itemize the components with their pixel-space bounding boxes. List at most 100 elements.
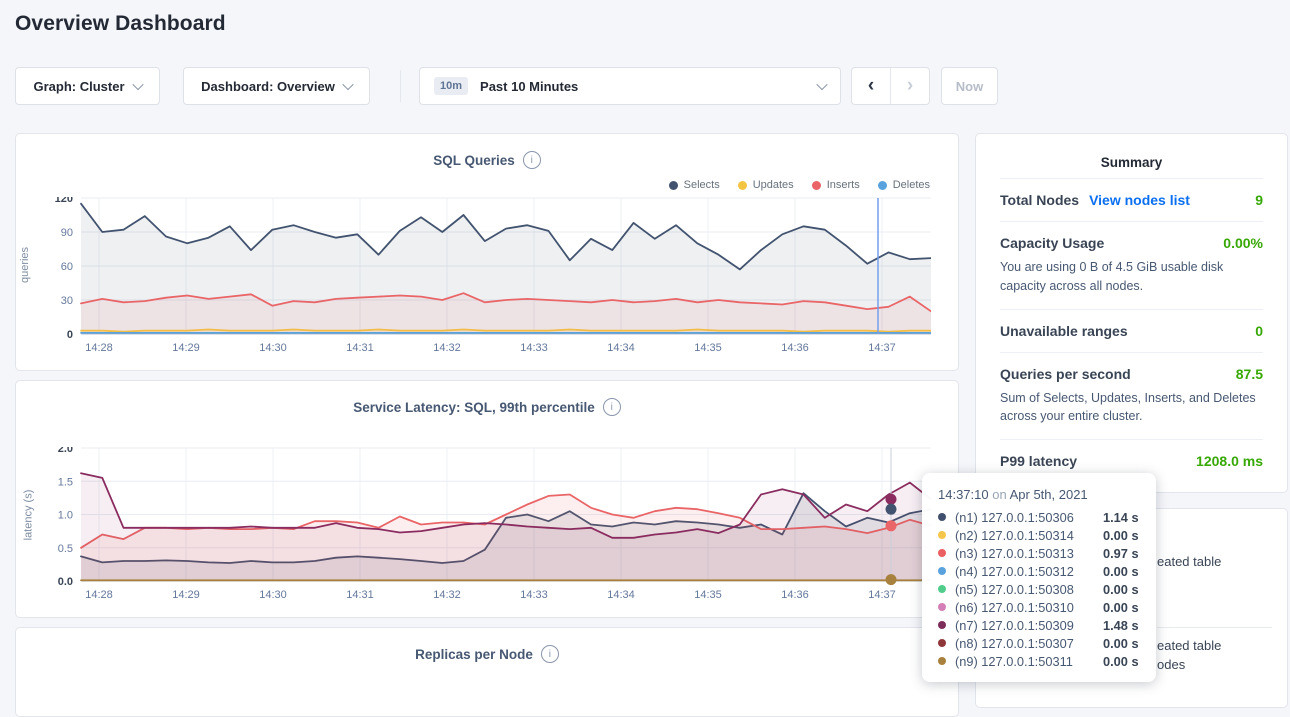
summary-panel: Summary Total Nodes View nodes list 9 Ca… [975, 133, 1288, 493]
now-button[interactable]: Now [941, 67, 998, 105]
node-color-dot [938, 621, 946, 629]
hover-dot [886, 520, 897, 531]
node-color-dot [938, 513, 946, 521]
hover-dot [886, 504, 897, 515]
legend-item-deletes[interactable]: Deletes [878, 179, 930, 191]
y-tick-label: 0 [67, 329, 73, 341]
sql-queries-card: SQL Queries i Selects Updates Inserts Delet… [15, 133, 959, 371]
tooltip-row: (n8) 127.0.0.1:503070.00 s [938, 634, 1140, 652]
legend-dot [669, 181, 678, 190]
chart-title: SQL Queries [433, 153, 515, 168]
y-tick-label: 90 [61, 227, 73, 239]
y-tick-label: 30 [61, 295, 73, 307]
info-icon[interactable]: i [523, 151, 541, 169]
x-tick-label: 14:32 [433, 589, 461, 601]
node-latency-value: 0.00 s [1103, 528, 1139, 543]
tooltip-row: (n7) 127.0.0.1:503091.48 s [938, 616, 1140, 634]
legend-dot [878, 181, 887, 190]
x-tick-label: 14:37 [868, 589, 896, 601]
tooltip-row: (n6) 127.0.0.1:503100.00 s [938, 598, 1140, 616]
tooltip-row: (n4) 127.0.0.1:503120.00 s [938, 562, 1140, 580]
tooltip-row: (n3) 127.0.0.1:503130.97 s [938, 544, 1140, 562]
tooltip-time: 14:37:10 [938, 487, 989, 502]
service-latency-chart[interactable]: 14:2814:2914:3014:3114:3214:3314:3414:35… [36, 447, 931, 605]
summary-label: Capacity Usage [1000, 235, 1104, 251]
view-nodes-list-link[interactable]: View nodes list [1089, 192, 1190, 208]
legend-label: Inserts [827, 179, 860, 191]
page-title: Overview Dashboard [15, 12, 226, 36]
legend-dot [738, 181, 747, 190]
summary-item-capacity-usage: Capacity Usage 0.00% You are using 0 B o… [1000, 221, 1263, 309]
node-latency-value: 1.48 s [1103, 618, 1139, 633]
chevron-down-icon [132, 79, 143, 90]
node-latency-value: 0.00 s [1103, 564, 1139, 579]
x-tick-label: 14:31 [346, 589, 374, 601]
dashboard-dropdown-label: Dashboard: Overview [201, 79, 335, 94]
y-tick-label: 60 [61, 261, 73, 273]
info-icon[interactable]: i [603, 398, 621, 416]
node-address: (n5) 127.0.0.1:50308 [955, 582, 1103, 597]
time-back-button[interactable]: ‹ [852, 68, 891, 104]
node-address: (n4) 127.0.0.1:50312 [955, 564, 1103, 579]
node-latency-value: 0.00 s [1103, 654, 1139, 669]
info-icon[interactable]: i [541, 645, 559, 663]
event-item-text: eated table [1157, 554, 1221, 569]
node-address: (n2) 127.0.0.1:50314 [955, 528, 1103, 543]
graph-dropdown[interactable]: Graph: Cluster [15, 67, 160, 105]
node-color-dot [938, 639, 946, 647]
summary-value: 1208.0 ms [1196, 453, 1263, 469]
x-tick-label: 14:36 [781, 589, 809, 601]
x-tick-label: 14:37 [868, 342, 896, 354]
summary-item-queries-per-second: Queries per second 87.5 Sum of Selects, … [1000, 352, 1263, 440]
events-divider [1157, 627, 1272, 628]
time-nav-group: ‹ › [851, 67, 930, 105]
sql-queries-chart[interactable]: 14:2814:2914:3014:3114:3214:3314:3414:35… [36, 197, 931, 357]
event-item-text: odes [1157, 657, 1185, 672]
summary-heading: Summary [976, 134, 1287, 178]
y-tick-label: 0.0 [58, 576, 73, 588]
tooltip-timestamp: 14:37:10 on Apr 5th, 2021 [938, 487, 1140, 502]
tooltip-on: on [992, 487, 1006, 502]
node-address: (n9) 127.0.0.1:50311 [955, 654, 1103, 669]
summary-description: Sum of Selects, Updates, Inserts, and De… [1000, 389, 1263, 427]
x-tick-label: 14:28 [85, 342, 113, 354]
node-color-dot [938, 531, 946, 539]
tooltip-rows: (n1) 127.0.0.1:503061.14 s(n2) 127.0.0.1… [938, 508, 1140, 670]
sql-queries-legend: Selects Updates Inserts Deletes [669, 179, 930, 191]
node-address: (n3) 127.0.0.1:50313 [955, 546, 1103, 561]
node-color-dot [938, 603, 946, 611]
tooltip-row: (n9) 127.0.0.1:503110.00 s [938, 652, 1140, 670]
summary-description: You are using 0 B of 4.5 GiB usable disk… [1000, 258, 1263, 296]
time-range-badge: 10m [434, 77, 468, 95]
x-tick-label: 14:31 [346, 342, 374, 354]
dashboard-dropdown[interactable]: Dashboard: Overview [183, 67, 370, 105]
time-forward-button[interactable]: › [891, 68, 929, 104]
x-tick-label: 14:29 [172, 589, 200, 601]
legend-item-updates[interactable]: Updates [738, 179, 794, 191]
summary-value: 87.5 [1236, 366, 1263, 382]
summary-label: Unavailable ranges [1000, 323, 1128, 339]
legend-item-inserts[interactable]: Inserts [812, 179, 860, 191]
legend-label: Selects [684, 179, 720, 191]
tooltip-row: (n2) 127.0.0.1:503140.00 s [938, 526, 1140, 544]
x-tick-label: 14:28 [85, 589, 113, 601]
summary-item-unavailable-ranges: Unavailable ranges 0 [1000, 309, 1263, 352]
legend-item-selects[interactable]: Selects [669, 179, 720, 191]
y-tick-label: 1.5 [58, 476, 73, 488]
y-tick-label: 0.5 [58, 543, 73, 555]
legend-dot [812, 181, 821, 190]
node-latency-value: 0.00 s [1103, 600, 1139, 615]
replicas-title-row: Replicas per Node i [16, 645, 958, 663]
node-latency-value: 1.14 s [1103, 510, 1139, 525]
x-tick-label: 14:30 [259, 589, 287, 601]
replicas-per-node-card: Replicas per Node i [15, 627, 959, 717]
node-latency-value: 0.97 s [1103, 546, 1139, 561]
time-range-selector[interactable]: 10m Past 10 Minutes [419, 67, 841, 105]
x-tick-label: 14:34 [607, 589, 635, 601]
node-address: (n7) 127.0.0.1:50309 [955, 618, 1103, 633]
chart-hover-tooltip: 14:37:10 on Apr 5th, 2021 (n1) 127.0.0.1… [922, 473, 1156, 682]
node-latency-value: 0.00 s [1103, 636, 1139, 651]
node-color-dot [938, 585, 946, 593]
summary-label: Total Nodes [1000, 192, 1079, 208]
chevron-down-icon [342, 79, 353, 90]
